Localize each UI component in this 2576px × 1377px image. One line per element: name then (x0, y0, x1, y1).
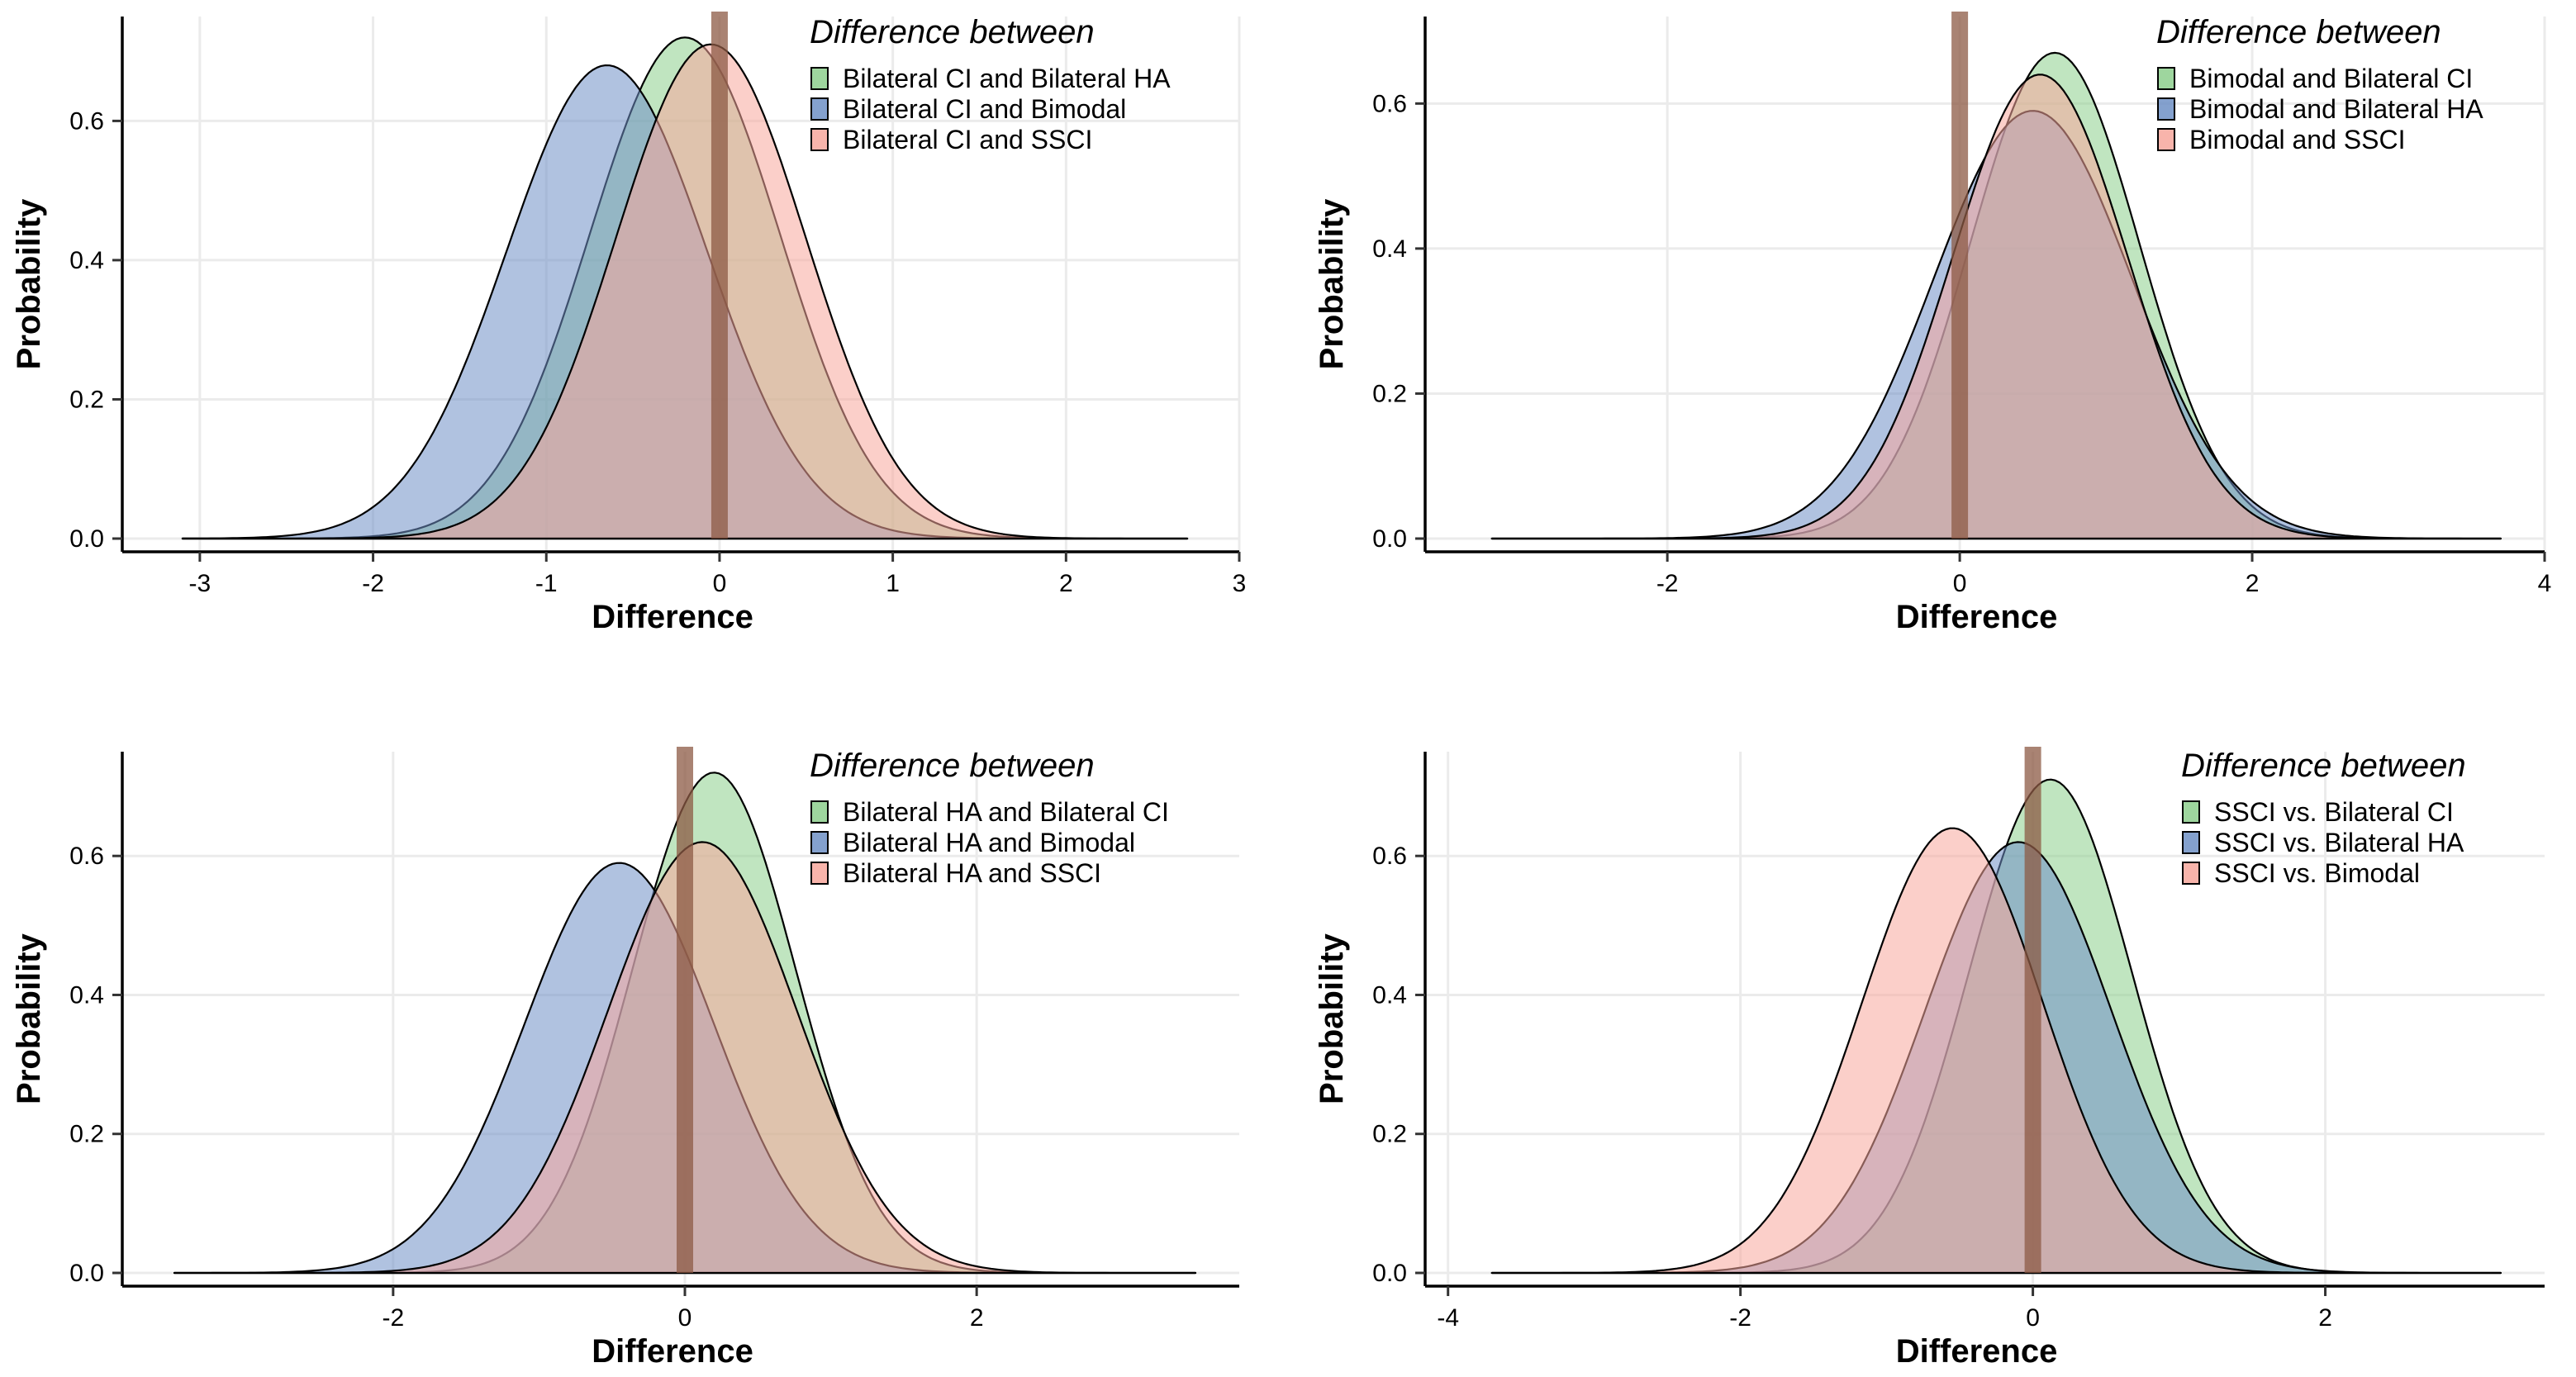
y-tick-label: 0.6 (69, 107, 104, 135)
legend-label: SSCI vs. Bilateral CI (2214, 797, 2454, 827)
x-tick-label: -2 (1656, 570, 1679, 597)
legend: Difference between Bimodal and Bilateral … (2156, 14, 2483, 154)
y-tick-label: 0.0 (69, 525, 104, 553)
x-tick-label: 0 (713, 570, 727, 597)
legend-label: Bilateral CI and SSCI (843, 125, 1092, 154)
legend-key-red (810, 128, 829, 151)
legend-key-blue (2157, 97, 2175, 121)
x-tick-label: 2 (970, 1304, 984, 1332)
legend-key-red (2157, 128, 2175, 151)
y-axis-title: Probability (1314, 933, 1350, 1104)
legend-label: SSCI vs. Bilateral HA (2214, 828, 2464, 857)
y-tick-label: 0.2 (1372, 380, 1407, 407)
x-tick-label: -4 (1437, 1304, 1459, 1332)
y-tick-label: 0.0 (69, 1260, 104, 1287)
y-tick-label: 0.0 (1372, 525, 1407, 553)
x-tick-label: 2 (1059, 570, 1073, 597)
panel-3: -2 0 2 0.0 0.2 0.4 0.6 Difference Probability Dif… (11, 747, 1239, 1370)
y-tick-label: 0.4 (69, 247, 104, 274)
panel-1: -3 -2 -1 0 1 2 3 0.0 0.2 0.4 0.6 Difference Probabil… (11, 12, 1246, 635)
y-tick-label: 0.6 (1372, 843, 1407, 870)
x-tick-label: 2 (2318, 1304, 2332, 1332)
y-tick-label: 0.0 (1372, 1260, 1407, 1287)
legend-key-green (2157, 67, 2175, 90)
y-tick-label: 0.4 (69, 981, 104, 1009)
legend-label: Bilateral HA and SSCI (843, 858, 1101, 888)
legend-key-blue (810, 831, 829, 854)
x-axis-title: Difference (592, 599, 753, 635)
legend-key-red (2182, 862, 2200, 885)
panel-4: -4 -2 0 2 0.0 0.2 0.4 0.6 Difference Probability D… (1314, 747, 2545, 1370)
density-area-red (1490, 74, 2502, 540)
panel-2: -2 0 2 4 0.0 0.2 0.4 0.6 Difference Probability Di… (1314, 12, 2551, 635)
legend-label: Bilateral CI and Bimodal (843, 94, 1126, 124)
x-tick-label: 0 (2026, 1304, 2040, 1332)
legend-title: Difference between (810, 14, 1095, 50)
x-tick-label: -2 (362, 570, 384, 597)
legend-label: Bimodal and SSCI (2189, 125, 2405, 154)
legend-title: Difference between (810, 748, 1095, 784)
legend-label: Bimodal and Bilateral CI (2189, 64, 2473, 93)
legend: Difference between Bilateral HA and Bilat… (810, 748, 1169, 888)
legend: Difference between Bilateral CI and Bilat… (810, 14, 1171, 154)
x-tick-label: 3 (1233, 570, 1247, 597)
x-tick-label: 0 (1953, 570, 1967, 597)
legend-key-green (2182, 800, 2200, 824)
y-tick-label: 0.2 (69, 386, 104, 413)
y-axis-title: Probability (11, 933, 47, 1104)
x-tick-label: 1 (886, 570, 900, 597)
x-tick-label: 0 (678, 1304, 692, 1332)
legend-key-red (810, 862, 829, 885)
x-tick-label: -2 (1729, 1304, 1751, 1332)
x-axis-title: Difference (592, 1333, 753, 1370)
legend-key-green (810, 67, 829, 90)
y-tick-label: 0.2 (1372, 1121, 1407, 1148)
legend-title: Difference between (2181, 748, 2466, 784)
y-tick-label: 0.2 (69, 1121, 104, 1148)
y-tick-label: 0.4 (1372, 235, 1407, 263)
x-tick-label: -1 (535, 570, 558, 597)
y-tick-label: 0.6 (69, 843, 104, 870)
density-area-red (181, 43, 1189, 540)
legend-label: Bilateral CI and Bilateral HA (843, 64, 1171, 93)
legend-label: Bilateral HA and Bimodal (843, 828, 1135, 857)
x-tick-label: -2 (382, 1304, 404, 1332)
legend-key-blue (2182, 831, 2200, 854)
x-axis-title: Difference (1896, 599, 2058, 635)
x-tick-label: 2 (2246, 570, 2260, 597)
y-tick-label: 0.4 (1372, 981, 1407, 1009)
y-tick-label: 0.6 (1372, 90, 1407, 117)
legend-title: Difference between (2156, 14, 2441, 50)
legend-key-blue (810, 97, 829, 121)
x-axis-title: Difference (1896, 1333, 2058, 1370)
legend-key-green (810, 800, 829, 824)
legend-label: Bilateral HA and Bilateral CI (843, 797, 1169, 827)
x-tick-label: 4 (2538, 570, 2552, 597)
legend-label: SSCI vs. Bimodal (2214, 858, 2420, 888)
y-axis-title: Probability (1314, 198, 1350, 369)
y-axis-title: Probability (11, 198, 47, 369)
legend-label: Bimodal and Bilateral HA (2189, 94, 2483, 124)
x-tick-label: -3 (189, 570, 211, 597)
density-area-red (1490, 827, 2502, 1275)
